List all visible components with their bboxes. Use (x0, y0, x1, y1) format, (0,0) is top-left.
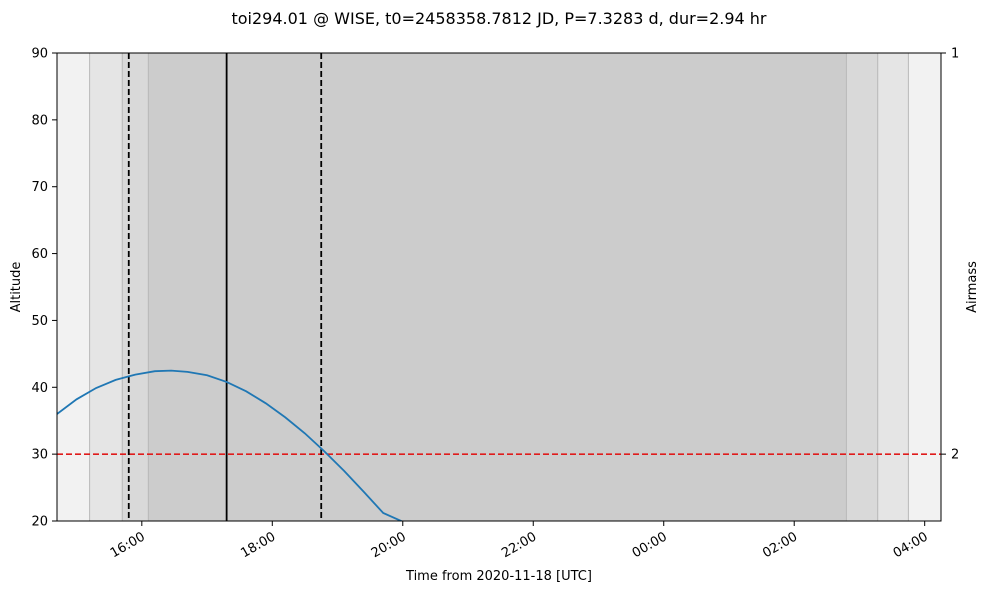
x-tick-label: 18:00 (238, 529, 278, 561)
y-tick-label: 90 (31, 47, 48, 62)
x-tick-label: 04:00 (891, 529, 931, 561)
twilight-band-0 (57, 53, 90, 521)
airmass-tick-label: 1 (951, 47, 959, 62)
y-tick-label: 80 (31, 113, 48, 128)
y-tick-label: 20 (31, 515, 48, 530)
x-axis-label: Time from 2020-11-18 [UTC] (405, 569, 592, 584)
twilight-band-4 (846, 53, 878, 521)
twilight-band-3 (148, 53, 847, 521)
y-tick-label: 30 (31, 448, 48, 463)
airmass-tick-label: 2 (951, 448, 959, 463)
airmass-axis: 12 (941, 47, 959, 463)
altitude-curve-0 (57, 369, 404, 521)
x-tick-label: 20:00 (369, 529, 409, 561)
twilight-band-6 (908, 53, 941, 521)
y-axis: 20 30 40 50 60 70 80 90 (31, 47, 57, 530)
twilight-bands (57, 53, 941, 521)
twilight-band-5 (877, 53, 909, 521)
y-tick-label: 70 (31, 180, 48, 195)
twilight-band-2 (122, 53, 149, 521)
y-tick-label: 40 (31, 381, 48, 396)
x-tick-label: 02:00 (760, 529, 800, 561)
x-tick-label: 00:00 (630, 529, 670, 561)
twilight-band-1 (89, 53, 123, 521)
chart-title: toi294.01 @ WISE, t0=2458358.7812 JD, P=… (231, 9, 766, 28)
x-tick-label: 22:00 (499, 529, 539, 561)
airmass-axis-label: Airmass (965, 261, 980, 313)
x-axis: 16:00 18:00 20:00 22:00 00:00 02:00 04:00 (108, 521, 931, 561)
plot-frame (56, 52, 942, 522)
y-tick-label: 50 (31, 314, 48, 329)
y-tick-label: 60 (31, 247, 48, 262)
transit-lines (127, 53, 323, 521)
y-axis-label: Altitude (9, 262, 24, 313)
series-layer (57, 369, 404, 521)
x-tick-label: 16:00 (108, 529, 148, 561)
